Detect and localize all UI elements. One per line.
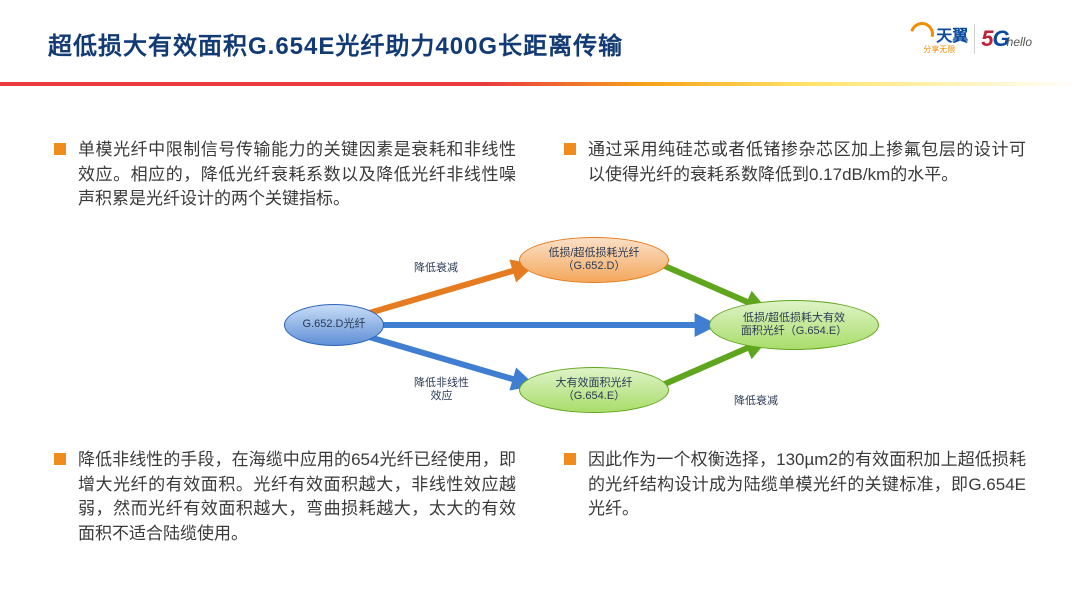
logo-separator [974,24,975,54]
body: 单模光纤中限制信号传输能力的关键因素是衰耗和非线性效应。相应的，降低光纤衰耗系数… [54,110,1026,584]
page-title: 超低损大有效面积G.654E光纤助力400G长距离传输 [48,26,1032,61]
bullet-text: 因此作为一个权衡选择，130µm2的有效面积加上超低损耗的光纤结构设计成为陆缆单… [588,448,1026,522]
edge-label: 降低衰减 [414,262,458,275]
header: 超低损大有效面积G.654E光纤助力400G长距离传输 天翼 分享无限 5G h… [48,26,1032,78]
edge-label: 降低非线性效应 [414,377,469,403]
bullet-text: 降低非线性的手段，在海缆中应用的654光纤已经使用，即增大光纤的有效面积。光纤有… [78,448,516,547]
flow-node-src: G.652.D光纤 [284,304,384,346]
flow-edge [662,343,761,386]
flow-node-top: 低损/超低损耗光纤（G.652.D） [519,237,669,283]
tianyi-logo: 天翼 分享无限 [910,22,968,55]
logo-area: 天翼 分享无限 5G hello [910,22,1032,55]
bullet-square-icon [54,453,66,465]
flow-node-dest: 低损/超低损耗大有效面积光纤（G.654.E） [709,300,879,350]
slide: 超低损大有效面积G.654E光纤助力400G长距离传输 天翼 分享无限 5G h… [0,0,1080,608]
brand-sub: 分享无限 [923,44,955,55]
hello-text: hello [1007,35,1032,49]
bullet-top-right: 通过采用纯硅芯或者低锗掺杂芯区加上掺氟包层的设计可以使得光纤的衰耗系数降低到0.… [564,138,1026,187]
bullet-square-icon [54,143,66,155]
bullet-text: 通过采用纯硅芯或者低锗掺杂芯区加上掺氟包层的设计可以使得光纤的衰耗系数降低到0.… [588,138,1026,187]
bullet-text: 单模光纤中限制信号传输能力的关键因素是衰耗和非线性效应。相应的，降低光纤衰耗系数… [78,138,516,212]
flow-edge [662,265,761,308]
bullet-bottom-right: 因此作为一个权衡选择，130µm2的有效面积加上超低损耗的光纤结构设计成为陆缆单… [564,448,1026,522]
bullet-top-left: 单模光纤中限制信号传输能力的关键因素是衰耗和非线性效应。相应的，降低光纤衰耗系数… [54,138,516,212]
bullet-bottom-left: 降低非线性的手段，在海缆中应用的654光纤已经使用，即增大光纤的有效面积。光纤有… [54,448,516,547]
flow-diagram: G.652.D光纤 低损/超低损耗光纤（G.652.D） 大有效面积光纤（G.654… [264,220,884,430]
edge-label: 降低衰减 [734,395,778,408]
flow-edge [364,336,527,384]
flow-node-bot: 大有效面积光纤（G.654.E） [519,367,669,413]
bullet-square-icon [564,453,576,465]
header-divider [0,82,1080,86]
bullet-square-icon [564,143,576,155]
brand-text: 天翼 [936,22,968,46]
fiveg-logo: 5G [981,26,1008,52]
